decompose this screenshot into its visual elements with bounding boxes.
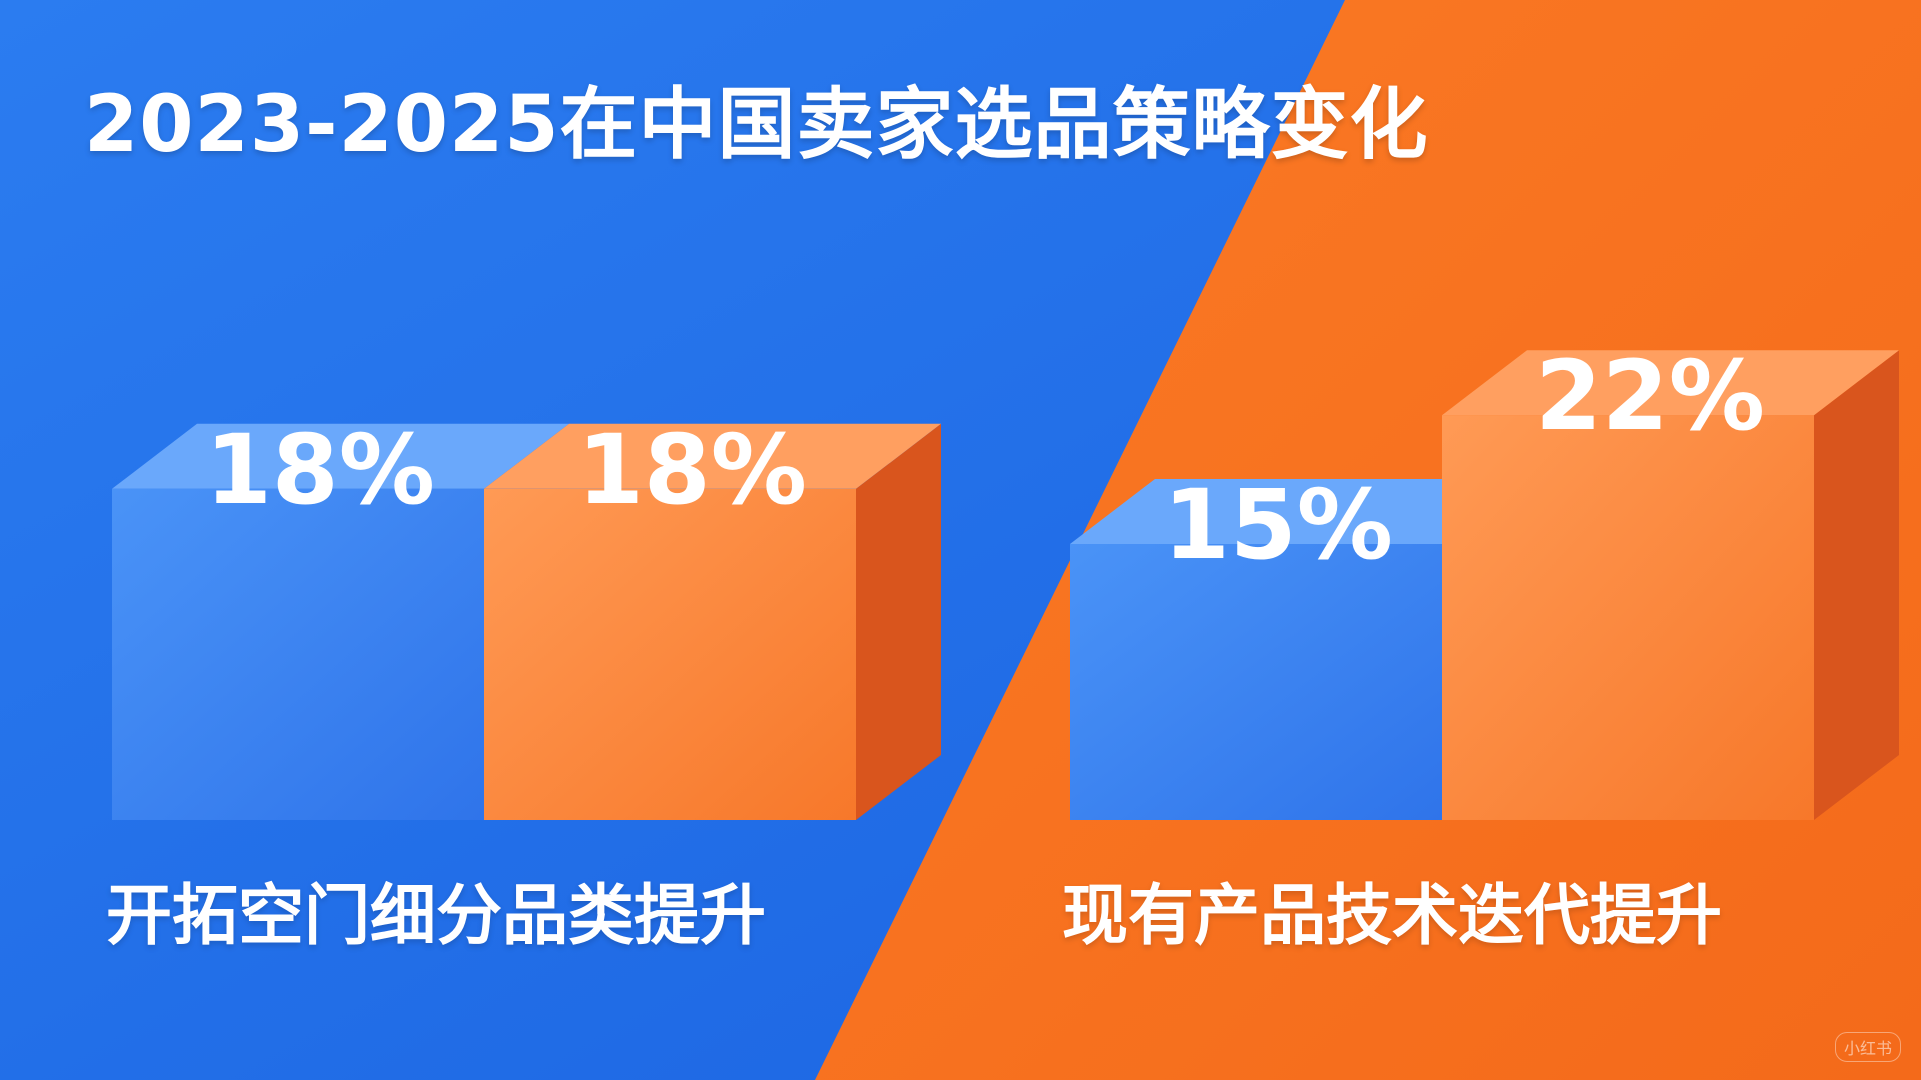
bar-group-0-orange: 18% <box>484 414 941 820</box>
category-label-tech-iteration: 现有产品技术迭代提升 <box>1062 877 1722 954</box>
chart-title: 2023-2025在中国卖家选品策略变化 <box>84 80 1429 170</box>
bar-1-orange <box>1442 415 1814 820</box>
watermark-logo: 小红书 <box>1834 1032 1901 1062</box>
bar-top-0-blue <box>112 423 569 489</box>
value-label-1-blue: 15% <box>1163 469 1393 581</box>
bar-side-0-orange <box>856 423 941 820</box>
bar-0-orange <box>484 488 856 820</box>
bar-group-1-orange: 22% <box>1442 340 1899 820</box>
value-label-1-orange: 22% <box>1535 340 1765 452</box>
bar-0-blue <box>112 488 484 820</box>
value-label-0-blue: 18% <box>205 414 435 526</box>
value-label-0-orange: 18% <box>577 414 807 526</box>
bar-side-1-orange <box>1814 350 1899 820</box>
bars-layer: 18% 18% 15% 22% <box>112 340 1899 820</box>
bar-1-blue <box>1070 544 1442 820</box>
bar-top-1-blue <box>1070 479 1527 544</box>
bar-top-1-orange <box>1442 350 1899 416</box>
category-label-expand-niche: 开拓空门细分品类提升 <box>106 877 766 954</box>
bar-top-0-orange <box>484 423 941 489</box>
